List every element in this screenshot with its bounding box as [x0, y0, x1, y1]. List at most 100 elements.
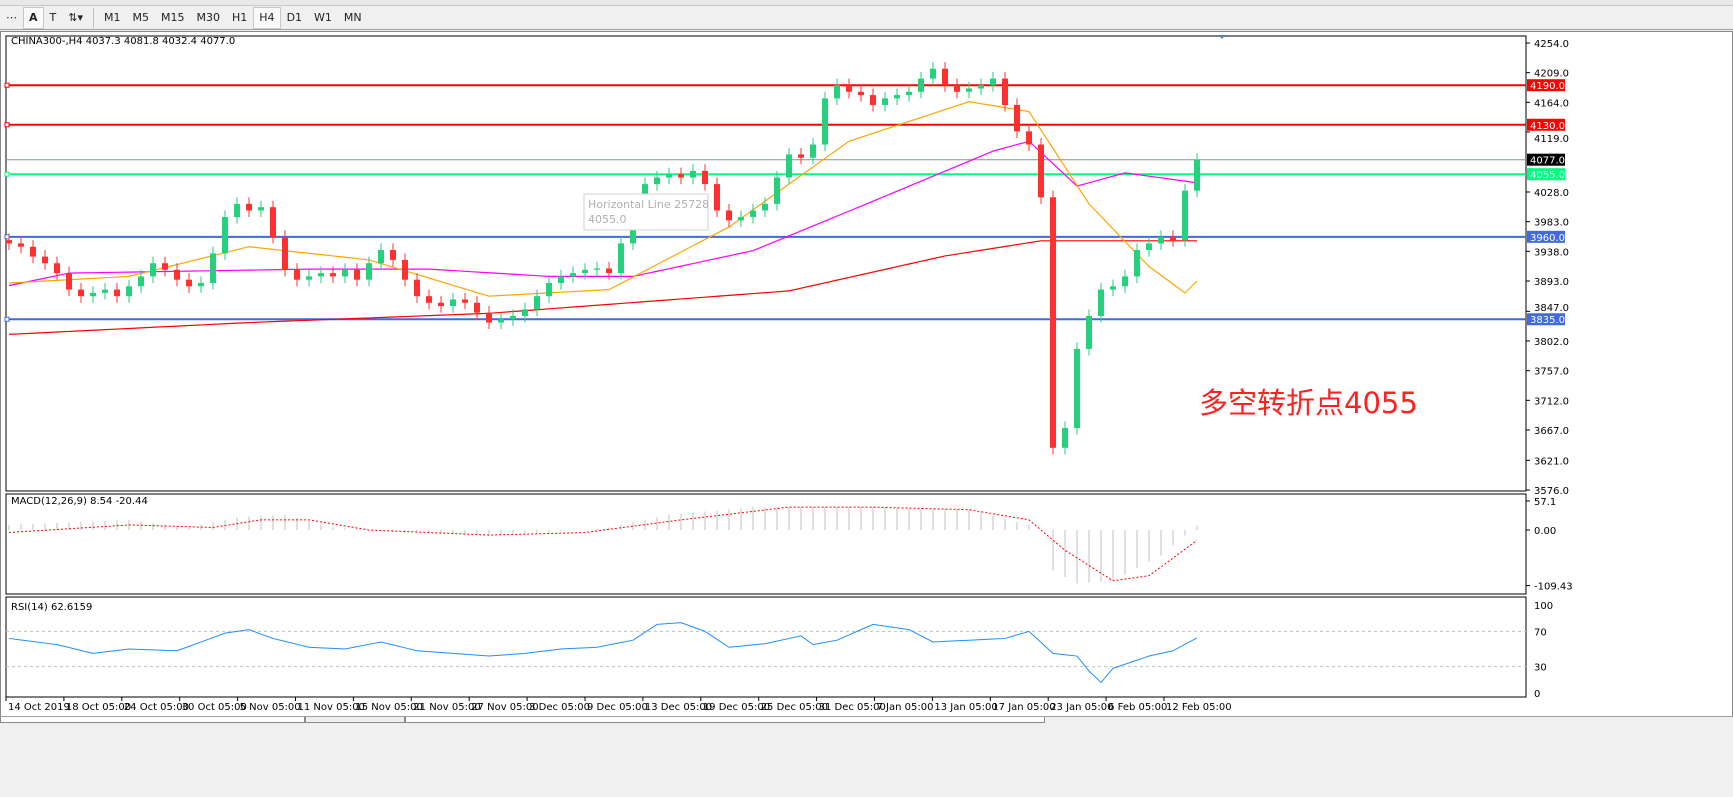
current-price-bg [1527, 153, 1565, 166]
timeframe-group: M1 M5 M15 M30 H1 H4 D1 W1 MN [98, 6, 368, 29]
candle [222, 217, 228, 254]
rsi-tick-label: 100 [1534, 601, 1553, 612]
timeframe-w1[interactable]: W1 [314, 11, 332, 24]
macd-tick-label: 0.00 [1534, 526, 1556, 537]
shift-marker-icon[interactable] [1219, 35, 1225, 39]
price-label: 4055.0 [1530, 170, 1565, 181]
timeframe-m30[interactable]: M30 [196, 11, 221, 24]
candle [1194, 159, 1200, 191]
timeframe-m15[interactable]: M15 [161, 11, 185, 24]
line-handle[interactable] [4, 122, 10, 128]
text-A-icon[interactable]: A [23, 6, 44, 29]
timeframe-mn[interactable]: MN [343, 11, 362, 24]
candle [570, 273, 576, 277]
candle [342, 269, 348, 277]
rsi-tick-label: 30 [1534, 663, 1547, 674]
candle [762, 203, 768, 211]
line-handle[interactable] [4, 316, 10, 322]
chart-canvas[interactable]: 4254.0 4209.0 4164.0 4119.0 4028.0 3983.0 3938… [1, 32, 1733, 722]
candle [942, 68, 948, 86]
timeframe-d1[interactable]: D1 [286, 11, 303, 24]
candle [354, 269, 360, 280]
candle [594, 268, 600, 270]
candle [42, 256, 48, 264]
candle [834, 85, 840, 99]
tooltip-box [583, 193, 709, 231]
candle [6, 240, 12, 244]
price-tick-label: 3757.0 [1534, 367, 1569, 378]
time-tick-label: 3 Dec 05:00 [529, 702, 590, 713]
text-label-icon[interactable]: T [49, 11, 57, 24]
candle [366, 263, 372, 280]
time-tick-label: 24 Oct 05:00 [124, 702, 189, 713]
candle [654, 177, 660, 185]
annotation-text[interactable]: 多空转折点4055 [1199, 386, 1418, 420]
candle [426, 296, 432, 303]
rsi-title: RSI(14) 62.6159 [11, 602, 92, 613]
candle [126, 286, 132, 297]
time-tick-label: 25 Dec 05:00 [761, 702, 828, 713]
candle [30, 246, 36, 257]
price-label: 3835.0 [1530, 315, 1565, 326]
macd-title: MACD(12,26,9) 8.54 -20.44 [11, 496, 148, 507]
time-tick-label: 14 Oct 2019 [8, 702, 70, 713]
timeframe-h1[interactable]: H1 [232, 11, 248, 24]
macd-tick-label: 57.1 [1534, 497, 1556, 508]
ma-fast-line [8, 101, 1198, 297]
chart-tab[interactable] [305, 717, 405, 723]
candle [798, 154, 804, 158]
time-tick-label: 23 Jan 05:00 [1050, 702, 1113, 713]
timeframe-h4[interactable]: H4 [253, 6, 281, 29]
top-menu-strip [0, 0, 1733, 6]
timeframe-m5[interactable]: M5 [132, 11, 150, 24]
candle [66, 273, 72, 290]
chart-tab[interactable] [0, 717, 305, 723]
price-tick-label: 4164.0 [1534, 98, 1569, 109]
grid-dots-icon[interactable]: ⋯ [6, 11, 17, 24]
price-label-bg [1527, 230, 1565, 243]
time-tick-label: 9 Dec 05:00 [587, 702, 648, 713]
price-label-bg [1527, 79, 1565, 92]
candle [414, 279, 420, 297]
rsi-tick-label: 70 [1534, 627, 1547, 638]
candle [450, 299, 456, 307]
line-handle[interactable] [4, 234, 10, 240]
candle [294, 269, 300, 280]
candle [618, 243, 624, 274]
candle [474, 302, 480, 313]
ma-slow-line [8, 240, 1197, 336]
rsi-tick-label: 0 [1534, 689, 1540, 700]
price-tick-label: 3712.0 [1534, 396, 1569, 407]
candle [870, 95, 876, 105]
time-tick-label: 13 Dec 05:00 [645, 702, 712, 713]
candle [1134, 250, 1140, 277]
candle [90, 292, 96, 297]
candle [906, 91, 912, 96]
candle [774, 177, 780, 204]
chart-window[interactable]: 4254.0 4209.0 4164.0 4119.0 4028.0 3983.0 3938… [0, 31, 1733, 721]
line-handle[interactable] [4, 82, 10, 88]
candle [1026, 131, 1032, 145]
candle [978, 85, 984, 89]
time-tick-label: 6 Feb 05:00 [1108, 702, 1167, 713]
candle [858, 91, 864, 96]
candle [186, 279, 192, 287]
price-tick-label: 3893.0 [1534, 277, 1569, 288]
timeframe-m1[interactable]: M1 [104, 11, 121, 24]
price-tick-label: 4254.0 [1534, 39, 1569, 50]
macd-pane [5, 493, 1527, 595]
line-handle[interactable] [4, 171, 10, 177]
arrows-icon[interactable]: ⇅▾ [68, 11, 83, 24]
time-tick-label: 17 Jan 05:00 [992, 702, 1055, 713]
candle [306, 276, 312, 280]
candle [18, 243, 24, 247]
rsi-pane [5, 596, 1527, 698]
candle [1074, 348, 1080, 429]
candle [258, 207, 264, 211]
time-tick-label: 18 Oct 05:00 [66, 702, 131, 713]
macd-tick-label: -109.43 [1534, 582, 1573, 593]
candle [534, 296, 540, 310]
candle [1170, 236, 1176, 241]
candle [1146, 243, 1152, 251]
chart-tab[interactable] [405, 717, 1045, 723]
